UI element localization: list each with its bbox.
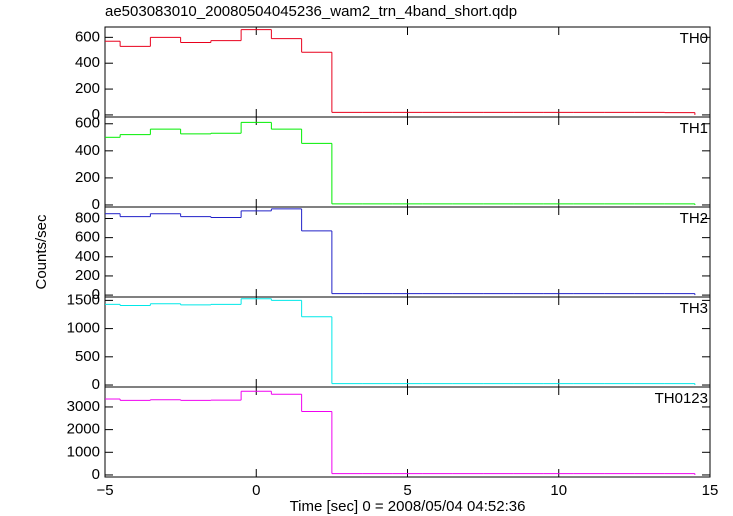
y-tick-label: 600 (75, 115, 100, 132)
x-tick-label: 5 (403, 482, 411, 499)
y-tick-label: 0 (92, 286, 100, 303)
panel-frame (104, 206, 711, 298)
y-tick-label: 1500 (67, 291, 100, 308)
y-tick-label: 500 (75, 348, 100, 365)
panel-frame (104, 116, 711, 208)
y-tick-label: 200 (75, 80, 100, 97)
y-tick-label: 400 (75, 248, 100, 265)
chart-title: ae503083010_20080504045236_wam2_trn_4ban… (105, 3, 517, 20)
panel-label: TH0 (680, 30, 708, 47)
panel-frame (104, 26, 711, 118)
y-tick-label: 1000 (67, 320, 100, 337)
panel-label: TH0123 (655, 390, 708, 407)
panel-label: TH3 (680, 300, 708, 317)
x-axis-label: Time [sec] 0 = 2008/05/04 04:52:36 (290, 498, 526, 515)
y-tick-label: 800 (75, 209, 100, 226)
y-tick-label: 400 (75, 142, 100, 159)
y-tick-label: 200 (75, 169, 100, 186)
y-tick-label: 600 (75, 28, 100, 45)
panel-label: TH1 (680, 120, 708, 137)
x-tick-label: 15 (702, 482, 719, 499)
x-tick-label: −5 (96, 482, 113, 499)
panel-label: TH2 (680, 210, 708, 227)
y-tick-label: 0 (92, 196, 100, 213)
panel-frame (104, 296, 711, 388)
x-tick-label: 10 (550, 482, 567, 499)
y-axis-label: Counts/sec (33, 214, 50, 290)
x-tick-label: 0 (252, 482, 260, 499)
y-tick-label: 2000 (67, 421, 100, 438)
y-tick-label: 600 (75, 229, 100, 246)
y-tick-label: 0 (92, 466, 100, 483)
y-tick-label: 1000 (67, 443, 100, 460)
y-tick-label: 0 (92, 376, 100, 393)
y-tick-label: 400 (75, 54, 100, 71)
y-tick-label: 3000 (67, 398, 100, 415)
y-tick-label: 0 (92, 106, 100, 123)
y-tick-label: 200 (75, 267, 100, 284)
